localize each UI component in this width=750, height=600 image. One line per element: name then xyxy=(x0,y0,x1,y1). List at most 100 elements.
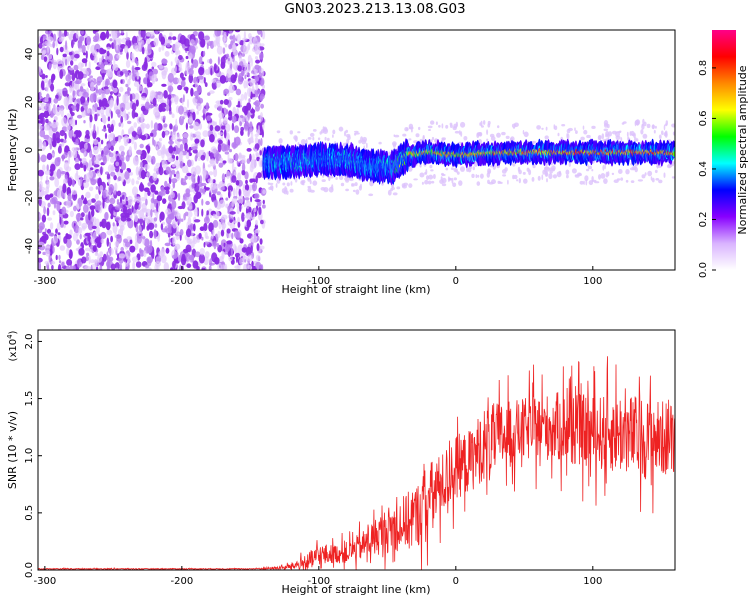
faint-cell xyxy=(418,126,421,131)
noise-cell xyxy=(100,31,107,41)
faint-cell xyxy=(642,118,645,125)
faint-cell xyxy=(531,177,535,182)
noise-cell xyxy=(231,122,235,131)
noise-cell xyxy=(46,228,52,234)
faint-cell xyxy=(286,182,290,187)
noise-cell xyxy=(157,94,160,102)
noise-cell xyxy=(235,255,239,263)
faint-cell xyxy=(471,173,475,178)
noise-cell xyxy=(98,141,101,149)
noise-cell xyxy=(222,160,227,164)
noise-cell xyxy=(94,193,99,200)
faint-cell xyxy=(621,122,625,125)
noise-cell xyxy=(122,94,126,104)
noise-cell xyxy=(146,225,150,231)
noise-cell xyxy=(95,226,100,235)
noise-cell xyxy=(154,208,157,216)
faint-cell xyxy=(312,180,318,186)
noise-cell xyxy=(80,217,84,221)
noise-cell xyxy=(40,154,47,163)
noise-cell xyxy=(50,83,55,92)
faint-cell xyxy=(309,132,315,137)
noise-cell xyxy=(134,92,140,102)
noise-cell xyxy=(199,248,205,256)
faint-cell xyxy=(297,142,300,146)
noise-cell xyxy=(48,54,53,60)
noise-cell xyxy=(48,97,52,102)
noise-cell xyxy=(136,72,140,80)
noise-cell xyxy=(116,190,122,197)
noise-cell xyxy=(52,59,57,70)
faint-cell xyxy=(585,179,588,186)
noise-cell xyxy=(119,51,123,55)
noise-cell xyxy=(56,59,63,65)
noise-cell xyxy=(81,256,87,264)
noise-cell xyxy=(45,30,48,38)
noise-cell xyxy=(68,51,73,56)
noise-cell xyxy=(208,188,211,193)
noise-cell xyxy=(114,64,119,71)
noise-cell xyxy=(143,250,147,258)
noise-cell xyxy=(169,81,173,86)
faint-cell xyxy=(441,123,444,129)
noise-cell xyxy=(185,188,191,195)
noise-cell xyxy=(65,74,72,82)
noise-cell xyxy=(86,35,91,46)
noise-cell xyxy=(151,155,156,165)
faint-cell xyxy=(408,123,414,130)
noise-cell xyxy=(121,69,128,73)
noise-cell xyxy=(59,46,64,53)
noise-cell xyxy=(48,62,52,71)
noise-cell xyxy=(154,261,161,267)
noise-cell xyxy=(50,75,54,84)
noise-cell xyxy=(99,47,104,55)
noise-cell xyxy=(203,77,206,84)
noise-cell xyxy=(223,99,229,105)
noise-cell xyxy=(213,183,220,189)
noise-cell xyxy=(162,115,166,121)
faint-cell xyxy=(574,127,576,131)
noise-cell xyxy=(200,139,205,148)
faint-cell xyxy=(545,164,548,167)
noise-cell xyxy=(80,176,83,187)
noise-cell xyxy=(51,121,58,129)
faint-cell xyxy=(345,188,349,192)
noise-cell xyxy=(225,53,230,58)
noise-cell xyxy=(239,202,242,212)
faint-cell xyxy=(480,125,484,128)
noise-cell xyxy=(61,206,67,216)
noise-cell xyxy=(171,113,175,118)
noise-cell xyxy=(78,227,83,234)
noise-cell xyxy=(180,218,184,222)
noise-cell xyxy=(246,219,252,228)
noise-cell xyxy=(132,35,138,46)
noise-cell xyxy=(193,121,200,131)
noise-cell xyxy=(144,264,150,269)
noise-cell xyxy=(56,168,62,179)
faint-cell xyxy=(640,129,644,135)
noise-cell xyxy=(149,132,154,137)
noise-cell xyxy=(223,144,230,151)
noise-cell xyxy=(128,146,132,156)
noise-cell xyxy=(55,254,58,261)
noise-cell xyxy=(166,43,171,48)
noise-cell xyxy=(118,122,122,127)
noise-cell xyxy=(83,52,86,56)
noise-cell xyxy=(80,83,86,87)
noise-cell xyxy=(102,198,105,209)
faint-cell xyxy=(651,124,655,130)
noise-cell xyxy=(87,171,94,179)
noise-cell xyxy=(160,36,166,45)
noise-cell xyxy=(95,186,99,190)
faint-cell xyxy=(661,130,664,136)
noise-cell xyxy=(231,161,235,172)
noise-cell xyxy=(218,112,224,119)
noise-cell xyxy=(237,172,242,182)
noise-cell xyxy=(52,104,57,114)
faint-cell xyxy=(480,173,484,179)
faint-cell xyxy=(348,177,354,182)
noise-cell xyxy=(139,182,143,191)
noise-cell xyxy=(183,112,188,118)
noise-cell xyxy=(49,176,55,181)
faint-cell xyxy=(445,167,449,171)
